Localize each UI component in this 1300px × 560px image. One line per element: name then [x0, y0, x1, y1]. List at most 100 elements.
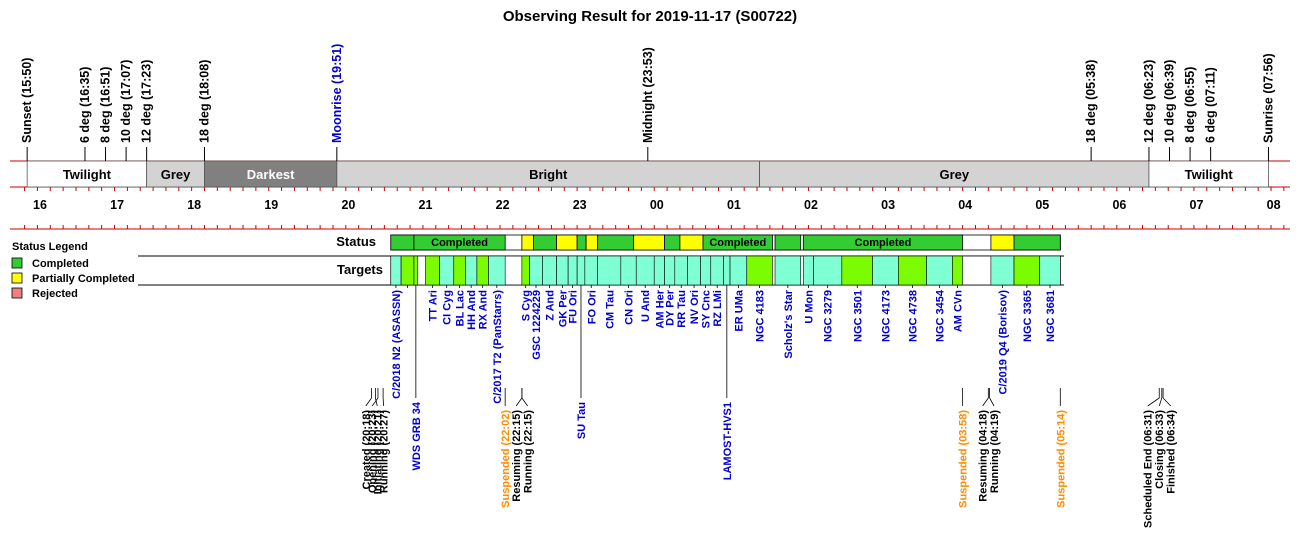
event-label: Opening (20:23)	[367, 410, 379, 493]
target-block	[952, 255, 963, 286]
event-label: Running (04:19)	[989, 410, 1001, 493]
night-event-label: 8 deg (16:51)	[99, 67, 113, 143]
target-block	[1013, 255, 1041, 286]
status-segment	[990, 234, 1015, 251]
hour-tick-label: 07	[1190, 198, 1204, 212]
event-leader-line	[1162, 397, 1172, 407]
status-segment-label: Completed	[855, 237, 912, 249]
target-name: NGC 3454	[935, 289, 947, 342]
hour-tick-label: 01	[727, 198, 741, 212]
event-leader-line	[371, 397, 379, 407]
event-label: Suspended (22:02)	[500, 410, 512, 508]
event-label: Suspended (03:58)	[958, 410, 970, 508]
hour-tick-label: 22	[496, 198, 510, 212]
event-label: Resuming (04:18)	[978, 410, 990, 502]
hour-tick-label: 08	[1267, 198, 1281, 212]
target-name: BL Lac	[455, 290, 467, 326]
target-block	[687, 255, 701, 286]
sky-band-label: Bright	[529, 167, 568, 182]
target-block	[620, 255, 637, 286]
night-event-label: 6 deg (07:11)	[1204, 67, 1218, 143]
sky-band-label: Darkest	[247, 167, 295, 182]
event-leader-line	[1158, 397, 1163, 407]
target-name: Scholz's Star	[783, 289, 795, 358]
night-events: Sunset (15:50) 6 deg (16:35) 8 deg (16:51)…	[20, 44, 1275, 161]
target-block	[802, 255, 814, 286]
hour-tick-label: 00	[650, 198, 664, 212]
status-segment	[679, 234, 704, 251]
event-leader-line	[1147, 397, 1160, 407]
target-block	[774, 255, 802, 286]
target-block	[653, 255, 665, 286]
target-name: NGC 3501	[852, 290, 864, 342]
event-label: Suspended (05:14)	[1055, 410, 1067, 508]
target-name: Z And	[545, 290, 557, 321]
target-name: HH And	[466, 290, 478, 330]
targets-row: C/2018 N2 (ASASSN) WDS GRB 34 TT Ari CI Cyg…	[390, 255, 1061, 480]
target-name: C/2018 N2 (ASASSN)	[391, 290, 403, 399]
night-event-label: Moonrise (19:51)	[330, 44, 344, 143]
target-block	[465, 255, 478, 286]
legend-item-label: Partially Completed	[32, 273, 135, 285]
target-name: LAMOST-HVS1	[722, 402, 734, 480]
hour-tick-label: 16	[33, 198, 47, 212]
event-leader-line	[521, 397, 528, 407]
target-block	[990, 255, 1015, 286]
target-block	[723, 255, 731, 286]
status-segment	[1013, 234, 1061, 251]
chart-title: Observing Result for 2019-11-17 (S00722)	[503, 8, 797, 25]
hour-tick-labels: 16 17 18 19 20 21 22 23 00 01 02 03 04 05 06 07 08	[33, 198, 1281, 212]
event-leader-line	[374, 397, 378, 407]
event-label: Running (22:15)	[523, 410, 535, 493]
status-segment	[664, 234, 681, 251]
target-block	[664, 255, 676, 286]
status-segment	[597, 234, 635, 251]
status-segment	[585, 234, 599, 251]
target-name: NGC 4183	[755, 290, 767, 342]
target-block	[841, 255, 873, 286]
bottom-events: Created (20:18) Initiating (20:21)Opening…	[361, 388, 1178, 528]
target-block	[521, 255, 530, 286]
target-name: U Mon	[803, 290, 815, 324]
hour-tick-label: 02	[804, 198, 818, 212]
target-block	[542, 255, 557, 286]
night-event-label: 10 deg (17:07)	[119, 60, 133, 143]
status-segment	[556, 234, 578, 251]
sky-band-label: Twilight	[63, 167, 112, 182]
target-block	[529, 255, 543, 286]
status-segment	[413, 234, 506, 251]
sky-band	[759, 160, 1150, 188]
target-block	[576, 255, 586, 286]
target-name: SU Tau	[576, 402, 588, 439]
night-event-label: Sunrise (07:56)	[1261, 53, 1275, 143]
target-name: NGC 4173	[881, 290, 893, 342]
sky-band	[1148, 160, 1269, 188]
event-leader-line	[365, 397, 372, 407]
status-segment	[521, 234, 534, 251]
legend-swatch	[11, 287, 23, 299]
night-event-label: 12 deg (06:23)	[1142, 60, 1156, 143]
target-name: AM Her	[654, 289, 666, 328]
target-name: FO Ori	[586, 290, 598, 324]
night-event-label: Sunset (15:50)	[20, 58, 34, 143]
status-segment	[774, 234, 802, 251]
hour-tick-label: 06	[1112, 198, 1126, 212]
sky-brightness-bands: Twilight Grey Darkest Bright Grey Twilight	[26, 160, 1269, 188]
status-segment	[633, 234, 665, 251]
target-name: NGC 3279	[823, 290, 835, 342]
target-block	[926, 255, 953, 286]
target-block	[453, 255, 466, 286]
target-block	[413, 255, 419, 286]
event-label: Created (20:18)	[361, 410, 373, 490]
target-block	[476, 255, 489, 286]
night-event-label: Midnight (23:53)	[641, 47, 655, 143]
target-name: NGC 3681	[1045, 290, 1057, 342]
target-name: FU Ori	[568, 290, 580, 324]
target-block	[872, 255, 899, 286]
target-name: CN Ori	[624, 290, 636, 325]
status-legend: Status Legend Completed Partially Complet…	[11, 241, 135, 300]
event-label: Initiating (20:21)	[372, 410, 384, 495]
status-segment-label: Completed	[709, 237, 766, 249]
legend-item-label: Completed	[32, 258, 89, 270]
